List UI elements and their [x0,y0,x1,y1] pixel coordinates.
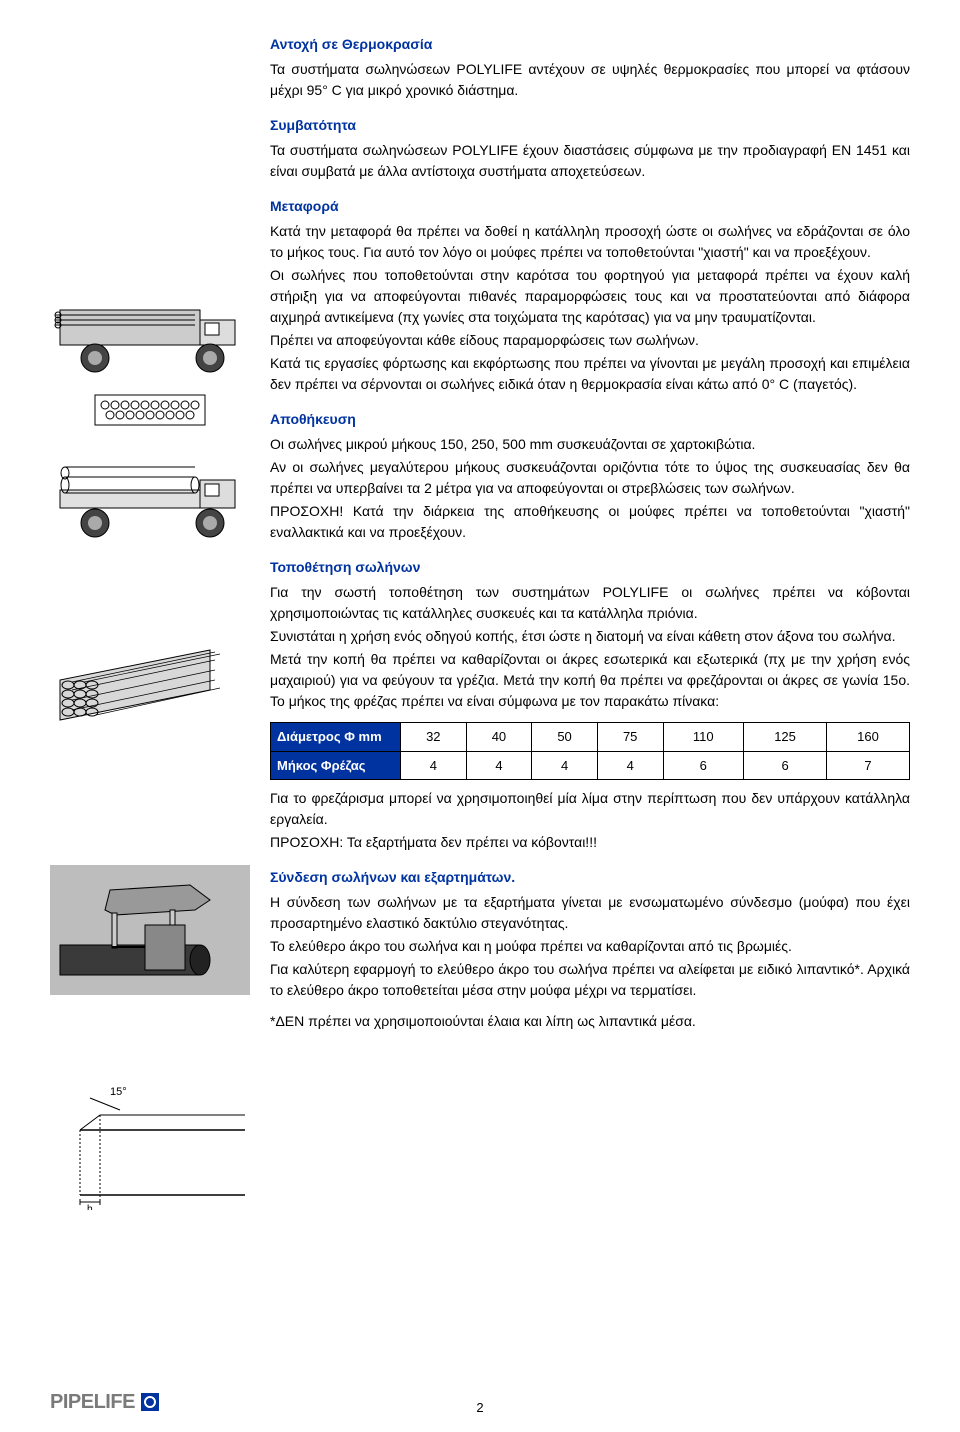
illustration-truck-flatbed [50,445,250,545]
para-conn-1: Η σύνδεση των σωλήνων με τα εξαρτήματα γ… [270,892,910,934]
table-cell: 6 [663,751,744,780]
heading-storage: Αποθήκευση [270,409,910,430]
table-cell: 40 [466,723,532,752]
table-cell: 50 [532,723,598,752]
table-row-values: Μήκος Φρέζας 4 4 4 4 6 6 7 [271,751,910,780]
text-column: Αντοχή σε Θερμοκρασία Τα συστήματα σωλην… [270,20,910,1210]
table-cell: 160 [827,723,910,752]
para-conn-4: *ΔΕΝ πρέπει να χρησιμοποιούνται έλαια κα… [270,1011,910,1032]
para-storage-2: Αν οι σωλήνες μεγαλύτερου μήκους συσκευά… [270,457,910,499]
para-compat: Τα συστήματα σωληνώσεων POLYLIFE έχουν δ… [270,140,910,182]
logo-text: PIPELIFE [50,1387,135,1417]
para-install-1: Για την σωστή τοποθέτηση των συστημάτων … [270,582,910,624]
para-install-4: Για το φρεζάρισμα μπορεί να χρησιμοποιηθ… [270,788,910,830]
para-install-3: Μετά την κοπή θα πρέπει να καθαρίζονται … [270,649,910,712]
table-cell: 75 [597,723,663,752]
table-cell: 4 [532,751,598,780]
para-transport-3: Πρέπει να αποφεύγονται κάθε είδους παραμ… [270,330,910,351]
page-number: 2 [476,1398,483,1418]
chamfer-table: Διάμετρος Φ mm 32 40 50 75 110 125 160 Μ… [270,722,910,780]
heading-compat: Συμβατότητα [270,115,910,136]
heading-connection: Σύνδεση σωλήνων και εξαρτημάτων. [270,867,910,888]
illustration-stack-pattern [50,390,250,430]
heading-transport: Μεταφορά [270,196,910,217]
table-cell: 7 [827,751,910,780]
chamfer-b-label: b [87,1204,93,1210]
para-thermal: Τα συστήματα σωληνώσεων POLYLIFE αντέχου… [270,59,910,101]
illustration-hacksaw [50,865,250,995]
table-cell: 4 [466,751,532,780]
para-conn-2: Το ελεύθερο άκρο του σωλήνα και η μούφα … [270,936,910,957]
heading-install: Τοποθέτηση σωλήνων [270,557,910,578]
para-install-5: ΠΡΟΣΟΧΗ: Τα εξαρτήματα δεν πρέπει να κόβ… [270,832,910,853]
table-cell: 4 [597,751,663,780]
page-body: 15° b Αντοχή σε Θερμοκρασία Τα συστήματα… [50,20,910,1210]
table-cell: 6 [744,751,827,780]
logo-icon [139,1391,161,1413]
table-cell: 32 [401,723,467,752]
illustration-chamfer: 15° b [50,1080,250,1210]
table-cell: 110 [663,723,744,752]
table-cell: 125 [744,723,827,752]
table-cell: 4 [401,751,467,780]
table-row-header: Διάμετρος Φ mm 32 40 50 75 110 125 160 [271,723,910,752]
para-conn-3: Για καλύτερη εφαρμογή το ελεύθερο άκρο τ… [270,959,910,1001]
illustration-column: 15° b [50,20,250,1210]
illustration-truck-side [50,280,250,380]
para-install-2: Συνιστάται η χρήση ενός οδηγού κοπής, έτ… [270,626,910,647]
para-transport-1: Κατά την μεταφορά θα πρέπει να δοθεί η κ… [270,221,910,263]
para-transport-2: Οι σωλήνες που τοποθετούνται στην καρότσ… [270,265,910,328]
illustration-pipe-bundle [50,630,250,740]
page-footer: PIPELIFE 2 [50,1387,910,1417]
chamfer-angle-label: 15° [110,1086,127,1098]
para-storage-1: Οι σωλήνες μικρού μήκους 150, 250, 500 m… [270,434,910,455]
para-storage-3: ΠΡΟΣΟΧΗ! Κατά την διάρκεια της αποθήκευσ… [270,501,910,543]
heading-thermal: Αντοχή σε Θερμοκρασία [270,34,910,55]
brand-logo: PIPELIFE [50,1387,161,1417]
table-header-col: Διάμετρος Φ mm [271,723,401,752]
para-transport-4: Κατά τις εργασίες φόρτωσης και εκφόρτωση… [270,353,910,395]
table-row2-col: Μήκος Φρέζας [271,751,401,780]
